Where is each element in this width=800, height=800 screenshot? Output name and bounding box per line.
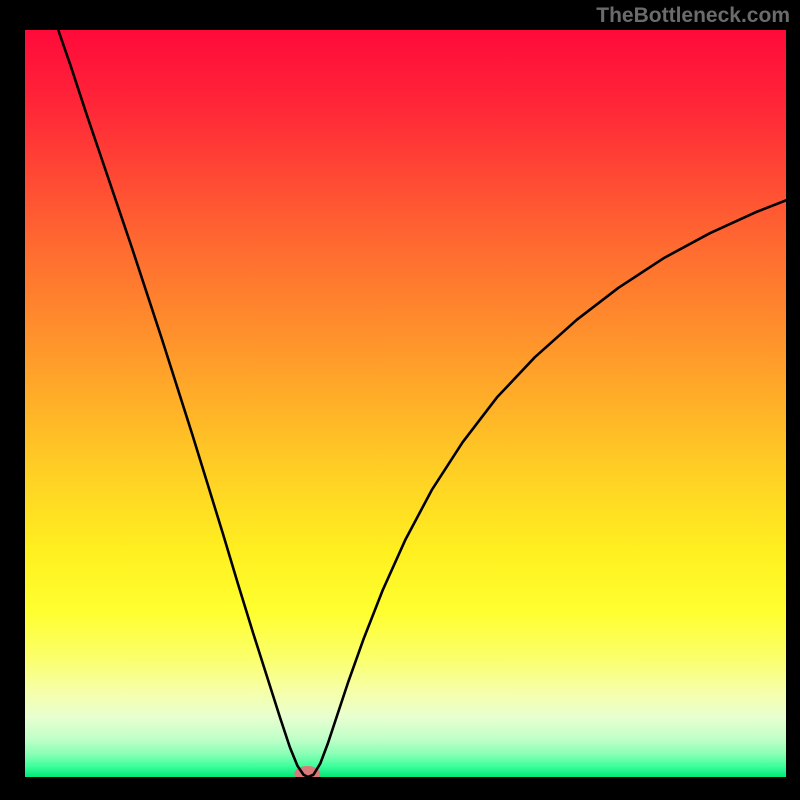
gradient-background [25, 30, 786, 777]
watermark-text: TheBottleneck.com [596, 4, 790, 28]
chart-container: TheBottleneck.com [0, 0, 800, 800]
chart-svg [25, 30, 786, 777]
plot-area [25, 30, 786, 777]
